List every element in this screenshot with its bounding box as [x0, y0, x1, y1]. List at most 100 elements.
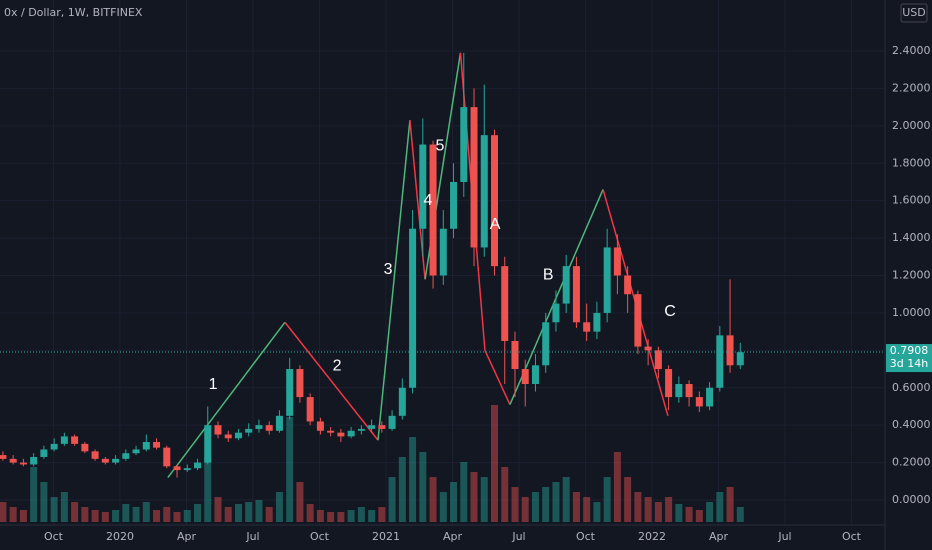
- volume-bar: [255, 500, 263, 522]
- candle-body: [91, 451, 99, 459]
- candle-body: [429, 144, 437, 276]
- volume-bar: [675, 504, 683, 522]
- volume-bar: [224, 507, 232, 522]
- y-tick-label: 2.4000: [892, 44, 931, 57]
- candle-body: [30, 456, 38, 465]
- wave-label: 1: [209, 376, 218, 393]
- candle-body: [173, 466, 181, 471]
- volume-bar: [40, 482, 48, 522]
- x-tick-label: Jul: [511, 530, 525, 543]
- candle-body: [71, 436, 79, 444]
- x-tick-label: 2020: [106, 530, 134, 543]
- volume-bar: [665, 497, 673, 522]
- candle-body: [480, 135, 488, 248]
- candle-body: [245, 428, 253, 433]
- last-price-label: 0.7908: [890, 344, 929, 357]
- y-tick-label: 0.6000: [892, 381, 931, 394]
- volume-bar: [316, 510, 324, 522]
- volume-bar: [624, 477, 632, 522]
- candle-body: [60, 436, 68, 444]
- volume-bar: [491, 405, 499, 522]
- candle-body: [531, 365, 539, 385]
- volume-bar: [593, 502, 601, 522]
- volume-bar: [275, 492, 283, 522]
- volume-bar: [71, 502, 79, 522]
- candle-body: [685, 384, 693, 398]
- x-tick-label: Apr: [177, 530, 197, 543]
- volume-bar: [460, 462, 468, 522]
- candle-body: [378, 425, 386, 429]
- volume-bar: [470, 472, 478, 522]
- candle-body: [234, 432, 242, 439]
- volume-bar: [234, 504, 242, 522]
- candle-body: [593, 312, 601, 332]
- wave-segment: [284, 321, 379, 441]
- wave-segment: [484, 350, 511, 405]
- currency-box: [900, 3, 928, 23]
- candle-body: [450, 181, 458, 229]
- candle-body: [255, 425, 263, 429]
- y-tick-label: 1.4000: [892, 231, 931, 244]
- volume-bar: [706, 502, 714, 522]
- wave-label: A: [490, 216, 501, 233]
- x-tick-label: 2021: [372, 530, 400, 543]
- volume-bar: [685, 507, 693, 522]
- candle-body: [50, 443, 58, 450]
- volume-bar: [357, 507, 365, 522]
- candle-body: [552, 303, 560, 323]
- candle-body: [122, 453, 130, 459]
- volume-bar: [173, 512, 181, 522]
- candle-body: [613, 247, 621, 276]
- volume-bar: [81, 507, 89, 522]
- candle-body: [9, 458, 17, 463]
- wave-segment: [167, 321, 286, 479]
- volume-bar: [132, 507, 140, 522]
- candle-body: [183, 468, 191, 471]
- candle-body: [644, 346, 652, 351]
- x-tick-label: Oct: [310, 530, 330, 543]
- x-tick-label: Apr: [709, 530, 729, 543]
- x-tick-label: Jul: [777, 530, 791, 543]
- x-tick-label: Oct: [44, 530, 64, 543]
- candle-body: [624, 275, 632, 295]
- volume-bar: [9, 507, 17, 522]
- y-tick-label: 2.0000: [892, 119, 931, 132]
- volume-bar: [716, 492, 724, 522]
- last-price-box: [886, 344, 932, 373]
- candle-body: [214, 425, 222, 435]
- candle-body: [562, 266, 570, 304]
- candle-body: [142, 442, 150, 450]
- volume-bar: [613, 452, 621, 522]
- candle-body: [0, 455, 7, 459]
- candles: [0, 52, 744, 478]
- wave-label: B: [543, 267, 554, 284]
- candle-body: [347, 430, 355, 437]
- volume-bar: [450, 482, 458, 522]
- volume-bar: [347, 510, 355, 522]
- volume-bar: [142, 502, 150, 522]
- volume-bar: [439, 492, 447, 522]
- y-tick-label: 1.6000: [892, 194, 931, 207]
- volume-bar: [419, 452, 427, 522]
- candle-body: [337, 432, 345, 437]
- wave-label: 3: [384, 261, 393, 278]
- x-tick-label: 2022: [638, 530, 666, 543]
- candle-body: [706, 387, 714, 407]
- candle-body: [470, 107, 478, 248]
- volume-bar: [562, 477, 570, 522]
- volume-bar: [112, 510, 120, 522]
- candle-body: [439, 228, 447, 276]
- wave-segment: [377, 120, 411, 441]
- volume-pane: [0, 405, 744, 522]
- volume-bar: [30, 467, 38, 522]
- y-tick-label: 0.4000: [892, 418, 931, 431]
- candle-body: [81, 443, 89, 452]
- candle-body: [511, 340, 519, 370]
- candle-body: [521, 369, 529, 385]
- candle-body: [153, 442, 161, 448]
- candle-body: [306, 397, 314, 422]
- volume-bar: [286, 417, 294, 522]
- volume-bar: [603, 477, 611, 522]
- volume-bar: [214, 497, 222, 522]
- candle-body: [132, 449, 140, 454]
